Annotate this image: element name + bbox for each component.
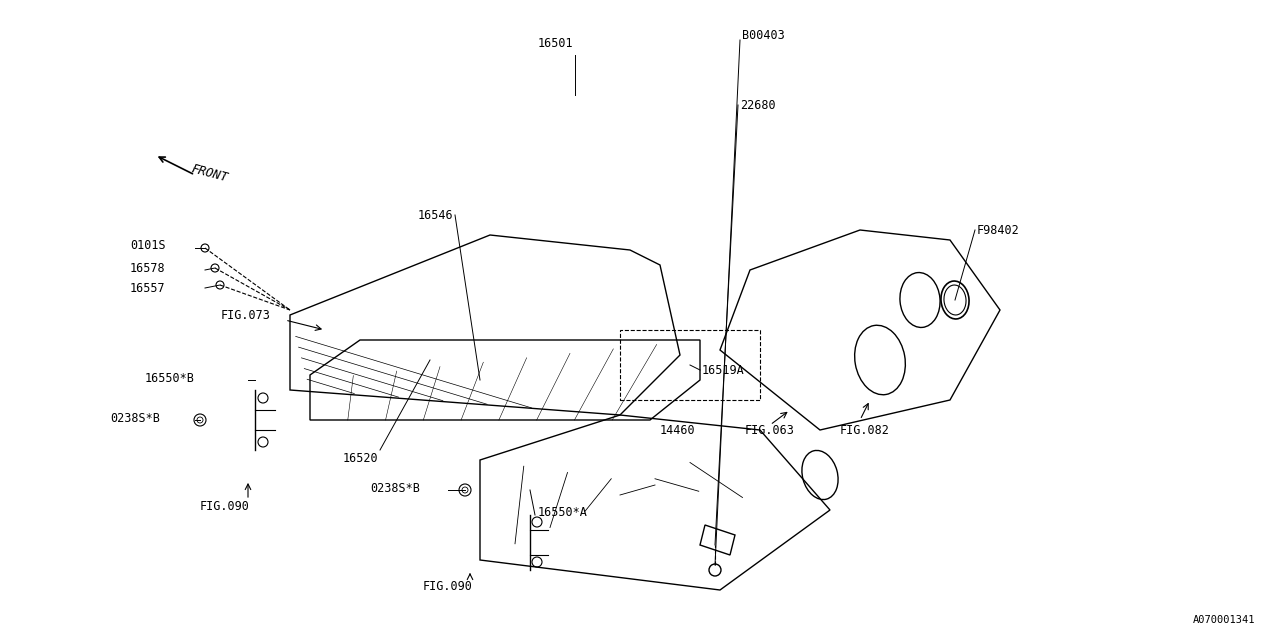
Text: FIG.082: FIG.082 bbox=[840, 424, 890, 436]
Text: 16520: 16520 bbox=[342, 452, 378, 465]
Text: 16550*A: 16550*A bbox=[538, 506, 588, 520]
Text: 22680: 22680 bbox=[740, 99, 776, 111]
Text: B00403: B00403 bbox=[742, 29, 785, 42]
Text: 16578: 16578 bbox=[131, 262, 165, 275]
Text: 0101S: 0101S bbox=[131, 239, 165, 252]
Text: 16550*B: 16550*B bbox=[145, 371, 195, 385]
Text: F98402: F98402 bbox=[977, 223, 1020, 237]
Text: FRONT: FRONT bbox=[189, 163, 229, 185]
Text: FIG.063: FIG.063 bbox=[745, 424, 795, 436]
Text: 16501: 16501 bbox=[538, 37, 573, 50]
Text: FIG.073: FIG.073 bbox=[220, 308, 270, 321]
Text: FIG.090: FIG.090 bbox=[200, 500, 250, 513]
Text: 16557: 16557 bbox=[131, 282, 165, 294]
Text: 0238S*B: 0238S*B bbox=[370, 481, 420, 495]
Text: 16546: 16546 bbox=[417, 209, 453, 221]
Text: 14460: 14460 bbox=[660, 424, 695, 436]
Text: FIG.090: FIG.090 bbox=[424, 580, 472, 593]
Text: 0238S*B: 0238S*B bbox=[110, 412, 160, 424]
Text: 16519A: 16519A bbox=[701, 364, 745, 376]
Text: A070001341: A070001341 bbox=[1193, 615, 1254, 625]
